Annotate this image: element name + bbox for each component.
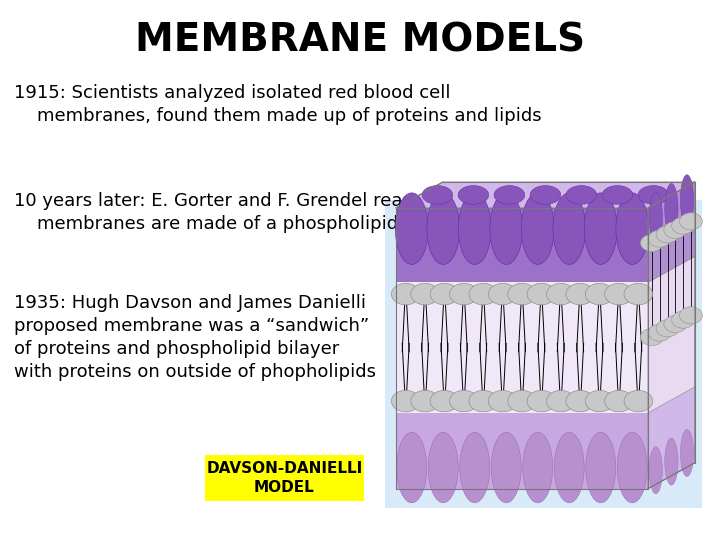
FancyBboxPatch shape	[396, 282, 648, 413]
Circle shape	[624, 390, 652, 412]
Circle shape	[641, 328, 663, 346]
FancyBboxPatch shape	[385, 200, 702, 508]
Circle shape	[449, 390, 478, 412]
Ellipse shape	[397, 433, 427, 503]
Text: DAVSON-DANIELLI
MODEL: DAVSON-DANIELLI MODEL	[206, 461, 363, 495]
Circle shape	[680, 213, 702, 230]
Circle shape	[449, 284, 478, 305]
Ellipse shape	[553, 193, 585, 265]
Circle shape	[546, 284, 575, 305]
Polygon shape	[648, 182, 695, 282]
Circle shape	[672, 217, 695, 234]
Circle shape	[392, 284, 420, 305]
Ellipse shape	[494, 186, 525, 204]
Circle shape	[664, 221, 687, 239]
Ellipse shape	[521, 193, 554, 265]
Ellipse shape	[680, 175, 693, 226]
Circle shape	[469, 284, 498, 305]
Text: 1935: Hugh Davson and James Danielli
proposed membrane was a “sandwich”
of prote: 1935: Hugh Davson and James Danielli pro…	[14, 294, 377, 381]
Polygon shape	[648, 256, 695, 282]
Circle shape	[605, 284, 633, 305]
Circle shape	[648, 230, 671, 247]
Circle shape	[546, 390, 575, 412]
Ellipse shape	[680, 429, 693, 476]
Circle shape	[527, 284, 556, 305]
Polygon shape	[396, 182, 695, 208]
Circle shape	[585, 390, 614, 412]
Circle shape	[648, 324, 671, 341]
Ellipse shape	[649, 447, 662, 494]
Ellipse shape	[422, 186, 453, 204]
Circle shape	[680, 307, 702, 324]
Ellipse shape	[427, 193, 459, 265]
Polygon shape	[648, 256, 695, 413]
Circle shape	[624, 284, 652, 305]
Circle shape	[488, 390, 517, 412]
Circle shape	[430, 390, 459, 412]
Ellipse shape	[428, 433, 458, 503]
Circle shape	[527, 390, 556, 412]
Circle shape	[392, 390, 420, 412]
Text: 10 years later: E. Gorter and F. Grendel reasoned
    membranes are made of a ph: 10 years later: E. Gorter and F. Grendel…	[14, 192, 467, 233]
Ellipse shape	[602, 186, 633, 204]
Circle shape	[469, 390, 498, 412]
Ellipse shape	[523, 433, 553, 503]
Text: 1915: Scientists analyzed isolated red blood cell
    membranes, found them made: 1915: Scientists analyzed isolated red b…	[14, 84, 542, 125]
Ellipse shape	[586, 433, 616, 503]
FancyBboxPatch shape	[396, 208, 648, 282]
Circle shape	[411, 390, 439, 412]
Circle shape	[508, 284, 536, 305]
Text: MEMBRANE MODELS: MEMBRANE MODELS	[135, 22, 585, 59]
Ellipse shape	[585, 193, 617, 265]
Circle shape	[566, 284, 595, 305]
Ellipse shape	[665, 184, 678, 234]
Ellipse shape	[566, 186, 597, 204]
Circle shape	[664, 315, 687, 333]
Circle shape	[605, 390, 633, 412]
Circle shape	[656, 226, 679, 243]
Ellipse shape	[665, 438, 678, 485]
Ellipse shape	[458, 186, 489, 204]
Circle shape	[411, 284, 439, 305]
Circle shape	[585, 284, 614, 305]
Ellipse shape	[459, 193, 491, 265]
Polygon shape	[648, 256, 695, 489]
Ellipse shape	[617, 433, 647, 503]
Circle shape	[566, 390, 595, 412]
FancyBboxPatch shape	[205, 455, 364, 501]
Ellipse shape	[649, 192, 662, 243]
Circle shape	[672, 311, 695, 328]
Circle shape	[656, 320, 679, 337]
Ellipse shape	[530, 186, 561, 204]
Ellipse shape	[460, 433, 490, 503]
Ellipse shape	[490, 193, 523, 265]
Ellipse shape	[491, 433, 521, 503]
Ellipse shape	[616, 193, 649, 265]
FancyBboxPatch shape	[396, 413, 648, 489]
Ellipse shape	[638, 186, 669, 204]
Circle shape	[508, 390, 536, 412]
Circle shape	[430, 284, 459, 305]
Ellipse shape	[395, 193, 428, 265]
Circle shape	[641, 234, 663, 252]
Ellipse shape	[554, 433, 584, 503]
Circle shape	[488, 284, 517, 305]
